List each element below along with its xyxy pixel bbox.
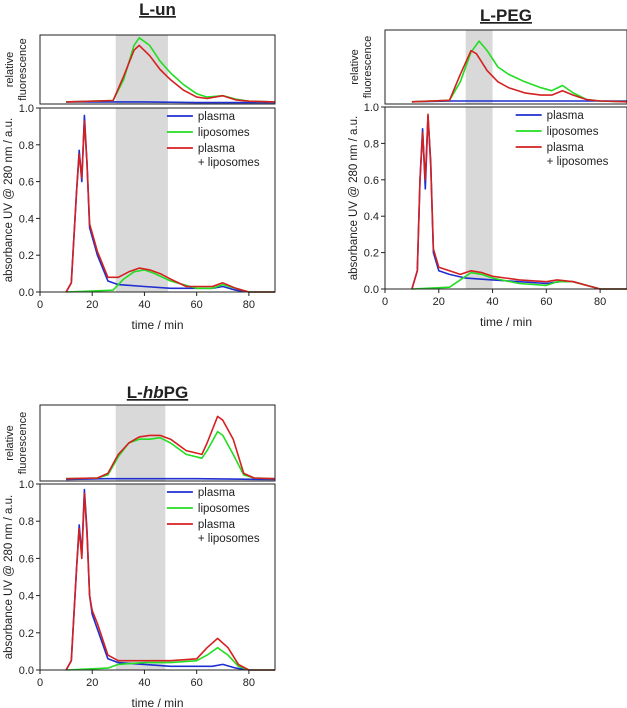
xtick-label: 0 bbox=[37, 299, 43, 311]
xtick-label: 0 bbox=[382, 296, 388, 308]
uv-ytick-label: 0.8 bbox=[364, 138, 379, 150]
uv-ytick-label: 1.0 bbox=[19, 479, 34, 491]
uv-line-plasma bbox=[411, 115, 627, 290]
legend-label-mixture: + liposomes bbox=[547, 156, 609, 168]
chart-title-part-2: hb bbox=[143, 383, 164, 402]
uv-ytick-label: 0.0 bbox=[19, 665, 34, 677]
fluorescence-ylabel-line-2: fluorescence bbox=[362, 36, 374, 98]
legend-label-liposomes: liposomes bbox=[547, 126, 599, 138]
legend-label-plasma: plasma bbox=[198, 111, 236, 123]
uv-ytick-label: 0.0 bbox=[19, 287, 34, 299]
xtick-label: 80 bbox=[594, 296, 606, 308]
chart-panel-1: L-un 0.0 0.2 0.4 0.6 0.8 1.0 0 20 40 60 80 time / mi… bbox=[3, 0, 276, 332]
x-axis-label: time / min bbox=[131, 696, 183, 708]
uv-line-mixture bbox=[65, 120, 275, 293]
uv-ylabel: absorbance UV @ 280 nm / a.u. bbox=[348, 116, 360, 280]
uv-line-liposomes bbox=[411, 271, 627, 290]
fluorescence-line-liposomes bbox=[66, 430, 276, 480]
legend-label-liposomes: liposomes bbox=[198, 127, 250, 139]
x-axis-label: time / min bbox=[131, 318, 183, 332]
uv-ytick-label: 0.6 bbox=[364, 175, 379, 187]
fluorescence-ylabel-line-2: fluorescence bbox=[17, 38, 29, 100]
uv-line-mixture bbox=[411, 113, 627, 290]
x-axis-label: time / min bbox=[480, 315, 532, 329]
uv-frame bbox=[39, 483, 276, 671]
shaded-band-uv bbox=[115, 108, 168, 292]
xtick-label: 20 bbox=[433, 296, 445, 308]
fluorescence-line-mixture bbox=[66, 44, 276, 103]
xtick-label: 40 bbox=[486, 296, 498, 308]
chart-title: L-PEG bbox=[480, 6, 532, 25]
uv-ytick-label: 1.0 bbox=[19, 103, 34, 115]
fluorescence-line-mixture bbox=[66, 415, 276, 480]
fluorescence-line-mixture bbox=[411, 49, 627, 103]
uv-ytick-label: 0.4 bbox=[19, 213, 34, 225]
legend-label-plasma: plasma bbox=[198, 487, 236, 499]
uv-ytick-label: 0.4 bbox=[364, 211, 379, 223]
xtick-label: 60 bbox=[191, 677, 203, 689]
legend-label-mixture: + liposomes bbox=[198, 533, 260, 545]
uv-line-liposomes bbox=[66, 646, 275, 671]
fluorescence-line-plasma bbox=[66, 477, 276, 481]
chart-title-part-1: L- bbox=[127, 383, 143, 402]
uv-ylabel: absorbance UV @ 280 nm / a.u. bbox=[3, 495, 15, 659]
uv-ytick-label: 0.6 bbox=[19, 553, 34, 565]
xtick-label: 80 bbox=[243, 677, 255, 689]
fluorescence-line-liposomes bbox=[66, 36, 276, 103]
chart-panel-3: L-hbPG 0.0 0.2 0.4 0.6 0.8 1.0 0 20 40 60 80 time / … bbox=[3, 383, 276, 708]
legend-label-plasma: plasma bbox=[547, 110, 585, 122]
fluorescence-frame bbox=[39, 34, 276, 105]
chart-title-part-1: L-PEG bbox=[480, 6, 532, 25]
fluorescence-ylabel-line-1: relative bbox=[4, 425, 16, 460]
legend-label-liposomes: liposomes bbox=[198, 503, 250, 515]
chart-title-part-3: PG bbox=[164, 383, 189, 402]
xtick-label: 60 bbox=[540, 296, 552, 308]
uv-ytick-label: 0.8 bbox=[19, 516, 34, 528]
legend-label-mixture: plasma bbox=[547, 142, 585, 154]
fluorescence-frame bbox=[39, 404, 276, 482]
uv-ytick-label: 0.2 bbox=[364, 248, 379, 260]
uv-ytick-label: 0.2 bbox=[19, 628, 34, 640]
chart-title-part-1: L-un bbox=[139, 0, 176, 19]
chart-panel-2: L-PEG 0.0 0.2 0.4 0.6 0.8 1.0 0 20 40 60 80 time / m… bbox=[348, 6, 627, 329]
shaded-band-uv bbox=[115, 484, 166, 670]
chart-title: L-un bbox=[139, 0, 176, 19]
fluorescence-frame bbox=[384, 29, 627, 105]
uv-ytick-label: 1.0 bbox=[364, 102, 379, 114]
xtick-label: 20 bbox=[86, 677, 98, 689]
fluorescence-ylabel-line-2: fluorescence bbox=[17, 412, 29, 474]
uv-ytick-label: 0.0 bbox=[364, 284, 379, 296]
uv-frame bbox=[39, 107, 276, 293]
xtick-label: 20 bbox=[86, 299, 98, 311]
fluorescence-ylabel-line-1: relative bbox=[4, 52, 16, 87]
xtick-label: 40 bbox=[138, 677, 150, 689]
fluorescence-line-plasma bbox=[66, 101, 275, 104]
uv-line-mixture bbox=[65, 492, 275, 671]
uv-ytick-label: 0.2 bbox=[19, 250, 34, 262]
shaded-band-fluorescence bbox=[115, 405, 166, 481]
uv-ytick-label: 0.8 bbox=[19, 140, 34, 152]
xtick-label: 40 bbox=[138, 299, 150, 311]
chart-title: L-hbPG bbox=[127, 383, 188, 402]
uv-ylabel: absorbance UV @ 280 nm / a.u. bbox=[3, 118, 15, 282]
fluorescence-line-liposomes bbox=[411, 40, 627, 103]
uv-line-plasma bbox=[65, 114, 275, 293]
xtick-label: 0 bbox=[37, 677, 43, 689]
legend-label-mixture: plasma bbox=[198, 143, 236, 155]
legend-label-mixture: + liposomes bbox=[198, 157, 260, 169]
fluorescence-ylabel-line-1: relative bbox=[349, 49, 361, 84]
shaded-band-uv bbox=[465, 107, 493, 289]
xtick-label: 80 bbox=[243, 299, 255, 311]
uv-ytick-label: 0.6 bbox=[19, 177, 34, 189]
legend-label-mixture: plasma bbox=[198, 519, 236, 531]
uv-frame bbox=[384, 106, 627, 290]
xtick-label: 60 bbox=[191, 299, 203, 311]
uv-ytick-label: 0.4 bbox=[19, 591, 34, 603]
uv-line-plasma bbox=[65, 488, 275, 671]
